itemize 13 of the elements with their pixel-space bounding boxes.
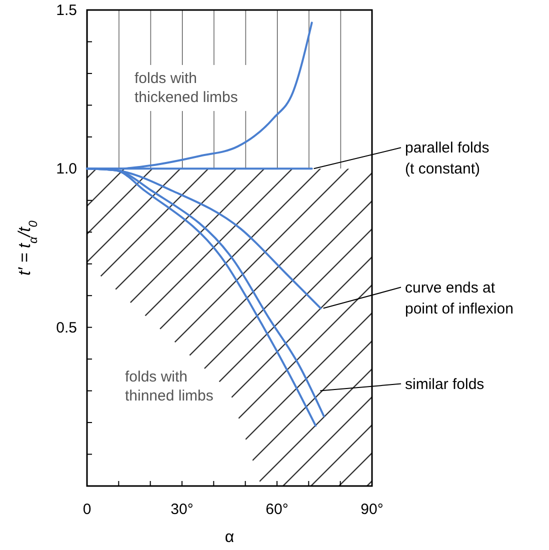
annotation: curve ends at point of inflexion (405, 279, 514, 318)
y-tick-label: 0.5 (56, 319, 77, 336)
band-label: folds with thinned limbs (125, 368, 214, 404)
x-tick-label: 0 (82, 501, 92, 518)
annotation: parallel folds (t constant) (405, 140, 490, 178)
y-tick-label: 1.0 (56, 160, 77, 178)
y-tick-label: 1.5 (56, 2, 77, 19)
x-tick-label: 60° (266, 501, 288, 518)
x-tick-label: 30° (170, 501, 194, 518)
x-axis-title: α (224, 529, 234, 546)
x-tick-label: 90° (360, 501, 384, 518)
band-label: folds with thickened limbs (134, 70, 238, 106)
annotation: similar folds (405, 376, 484, 393)
